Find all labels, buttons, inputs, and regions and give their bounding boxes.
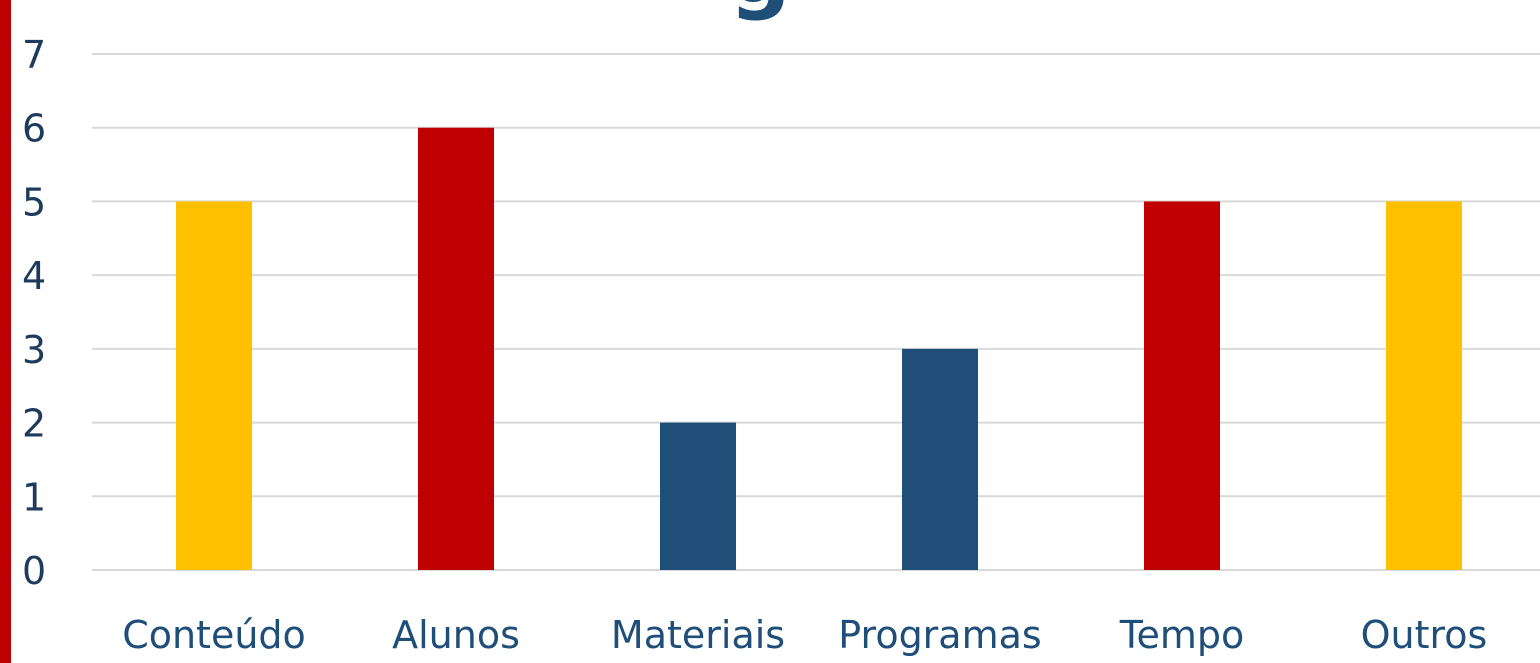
x-category-label: Alunos (392, 613, 520, 657)
y-tick-label: 3 (22, 328, 46, 372)
y-tick-label: 2 (22, 402, 46, 446)
bar-2 (660, 422, 736, 570)
x-category-label: Outros (1361, 613, 1488, 657)
y-tick-label: 1 (22, 475, 46, 519)
bar-5 (1386, 201, 1462, 570)
y-tick-label: 5 (22, 180, 46, 224)
x-category-label: Tempo (1119, 613, 1245, 657)
y-tick-label: 4 (22, 254, 46, 298)
bar-3 (902, 348, 978, 570)
bar-1 (418, 127, 494, 570)
y-axis-ticks: 0 1 2 3 4 5 6 7 (22, 33, 46, 593)
x-category-label: Conteúdo (122, 613, 306, 657)
y-tick-label: 7 (22, 33, 46, 77)
chart-title-fragment: g (560, 0, 960, 16)
y-tick-label: 0 (22, 549, 46, 593)
x-category-label: Programas (838, 613, 1041, 657)
bar-4 (1144, 201, 1220, 570)
gridlines (92, 53, 1540, 571)
bar-0 (176, 201, 252, 570)
y-tick-label: 6 (22, 107, 46, 151)
x-category-label: Materiais (611, 613, 785, 657)
bars (176, 127, 1462, 570)
left-accent-bar (0, 0, 11, 663)
x-axis-labels: Conteúdo Alunos Materiais Programas Tempo Out… (122, 613, 1487, 657)
